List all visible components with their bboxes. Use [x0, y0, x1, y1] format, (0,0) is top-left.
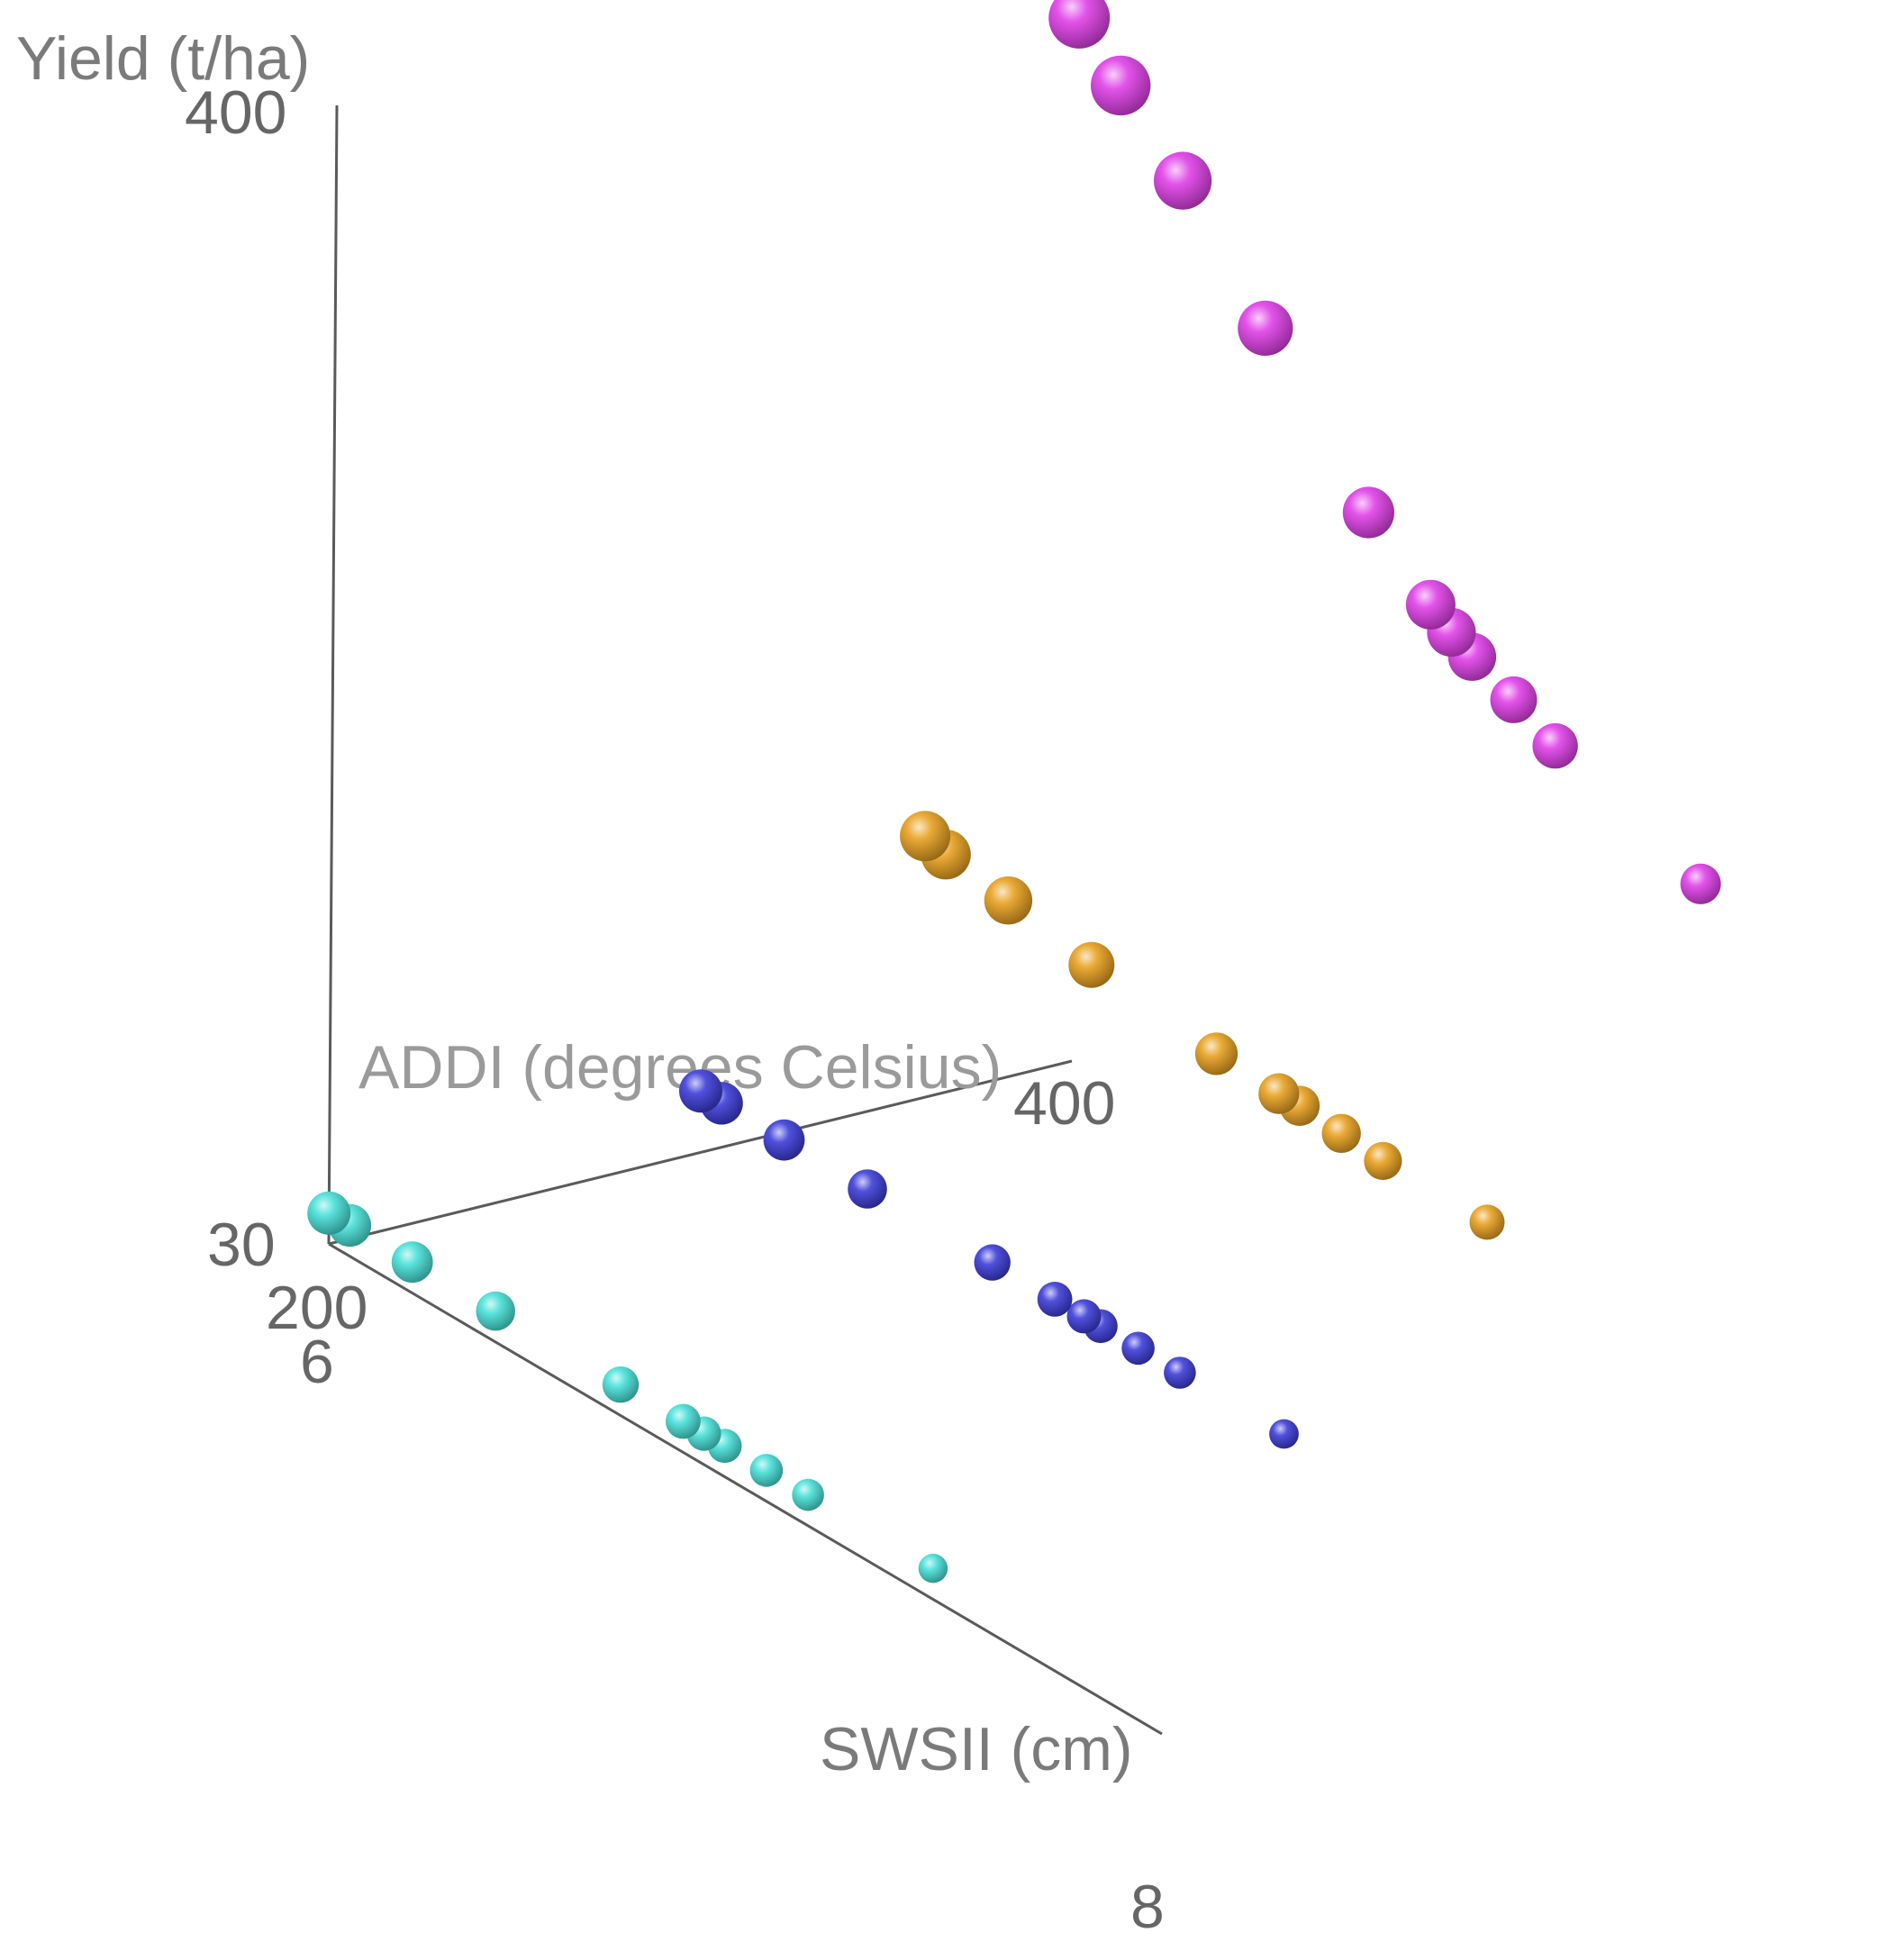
data-point-1-5 — [1258, 1073, 1300, 1114]
data-point-0-9 — [1532, 722, 1578, 769]
data-point-1-8 — [1364, 1141, 1402, 1180]
y-axis-tick-max: 400 — [1013, 1069, 1115, 1138]
x-axis-tick-max: 8 — [1130, 1873, 1165, 1941]
data-point-0-4 — [1342, 486, 1394, 539]
data-point-1-4 — [1194, 1032, 1238, 1075]
data-point-3-2 — [391, 1241, 433, 1284]
data-point-2-3 — [848, 1169, 887, 1209]
data-point-3-5 — [666, 1403, 701, 1439]
data-point-0-10 — [1680, 863, 1721, 904]
series-2 — [679, 1069, 1299, 1449]
data-point-2-5 — [1037, 1282, 1073, 1317]
x-axis-title: SWSII (cm) — [820, 1715, 1133, 1783]
data-point-1-7 — [1321, 1113, 1361, 1154]
series-3 — [307, 1191, 948, 1583]
data-point-2-2 — [763, 1119, 805, 1161]
data-point-1-2 — [984, 876, 1033, 925]
z-axis-title: Yield (t/ha) — [16, 24, 310, 93]
series-1 — [900, 811, 1505, 1240]
data-point-0-3 — [1238, 300, 1293, 356]
data-point-2-6 — [1066, 1299, 1102, 1334]
z-axis-tick-min: 30 — [207, 1211, 276, 1279]
data-point-2-0 — [679, 1069, 722, 1113]
data-point-3-3 — [476, 1291, 515, 1331]
x-axis-line — [328, 1242, 1163, 1736]
data-point-2-9 — [1164, 1357, 1196, 1389]
data-point-3-0 — [307, 1191, 351, 1235]
data-points — [307, 0, 1721, 1583]
data-point-3-9 — [792, 1478, 824, 1511]
data-point-2-10 — [1269, 1419, 1299, 1449]
z-axis-line — [327, 104, 339, 1245]
data-point-1-9 — [1469, 1204, 1505, 1240]
data-point-0-8 — [1490, 676, 1538, 723]
y-axis-tick-min: 200 — [266, 1274, 367, 1342]
data-point-2-4 — [974, 1244, 1011, 1281]
data-point-0-2 — [1154, 151, 1212, 210]
z-axis-tick-max: 400 — [185, 78, 286, 147]
data-point-1-0 — [900, 811, 951, 862]
data-point-0-5 — [1405, 579, 1456, 630]
data-point-2-8 — [1121, 1331, 1155, 1366]
data-point-3-4 — [602, 1366, 640, 1403]
x-axis-tick-min: 6 — [300, 1328, 334, 1396]
data-point-0-0 — [1048, 0, 1111, 49]
data-point-1-3 — [1068, 941, 1115, 988]
y-axis-line — [328, 1059, 1073, 1246]
data-point-3-8 — [749, 1454, 784, 1487]
data-point-0-1 — [1091, 55, 1151, 116]
data-point-3-10 — [918, 1554, 948, 1583]
series-0 — [1048, 0, 1721, 904]
